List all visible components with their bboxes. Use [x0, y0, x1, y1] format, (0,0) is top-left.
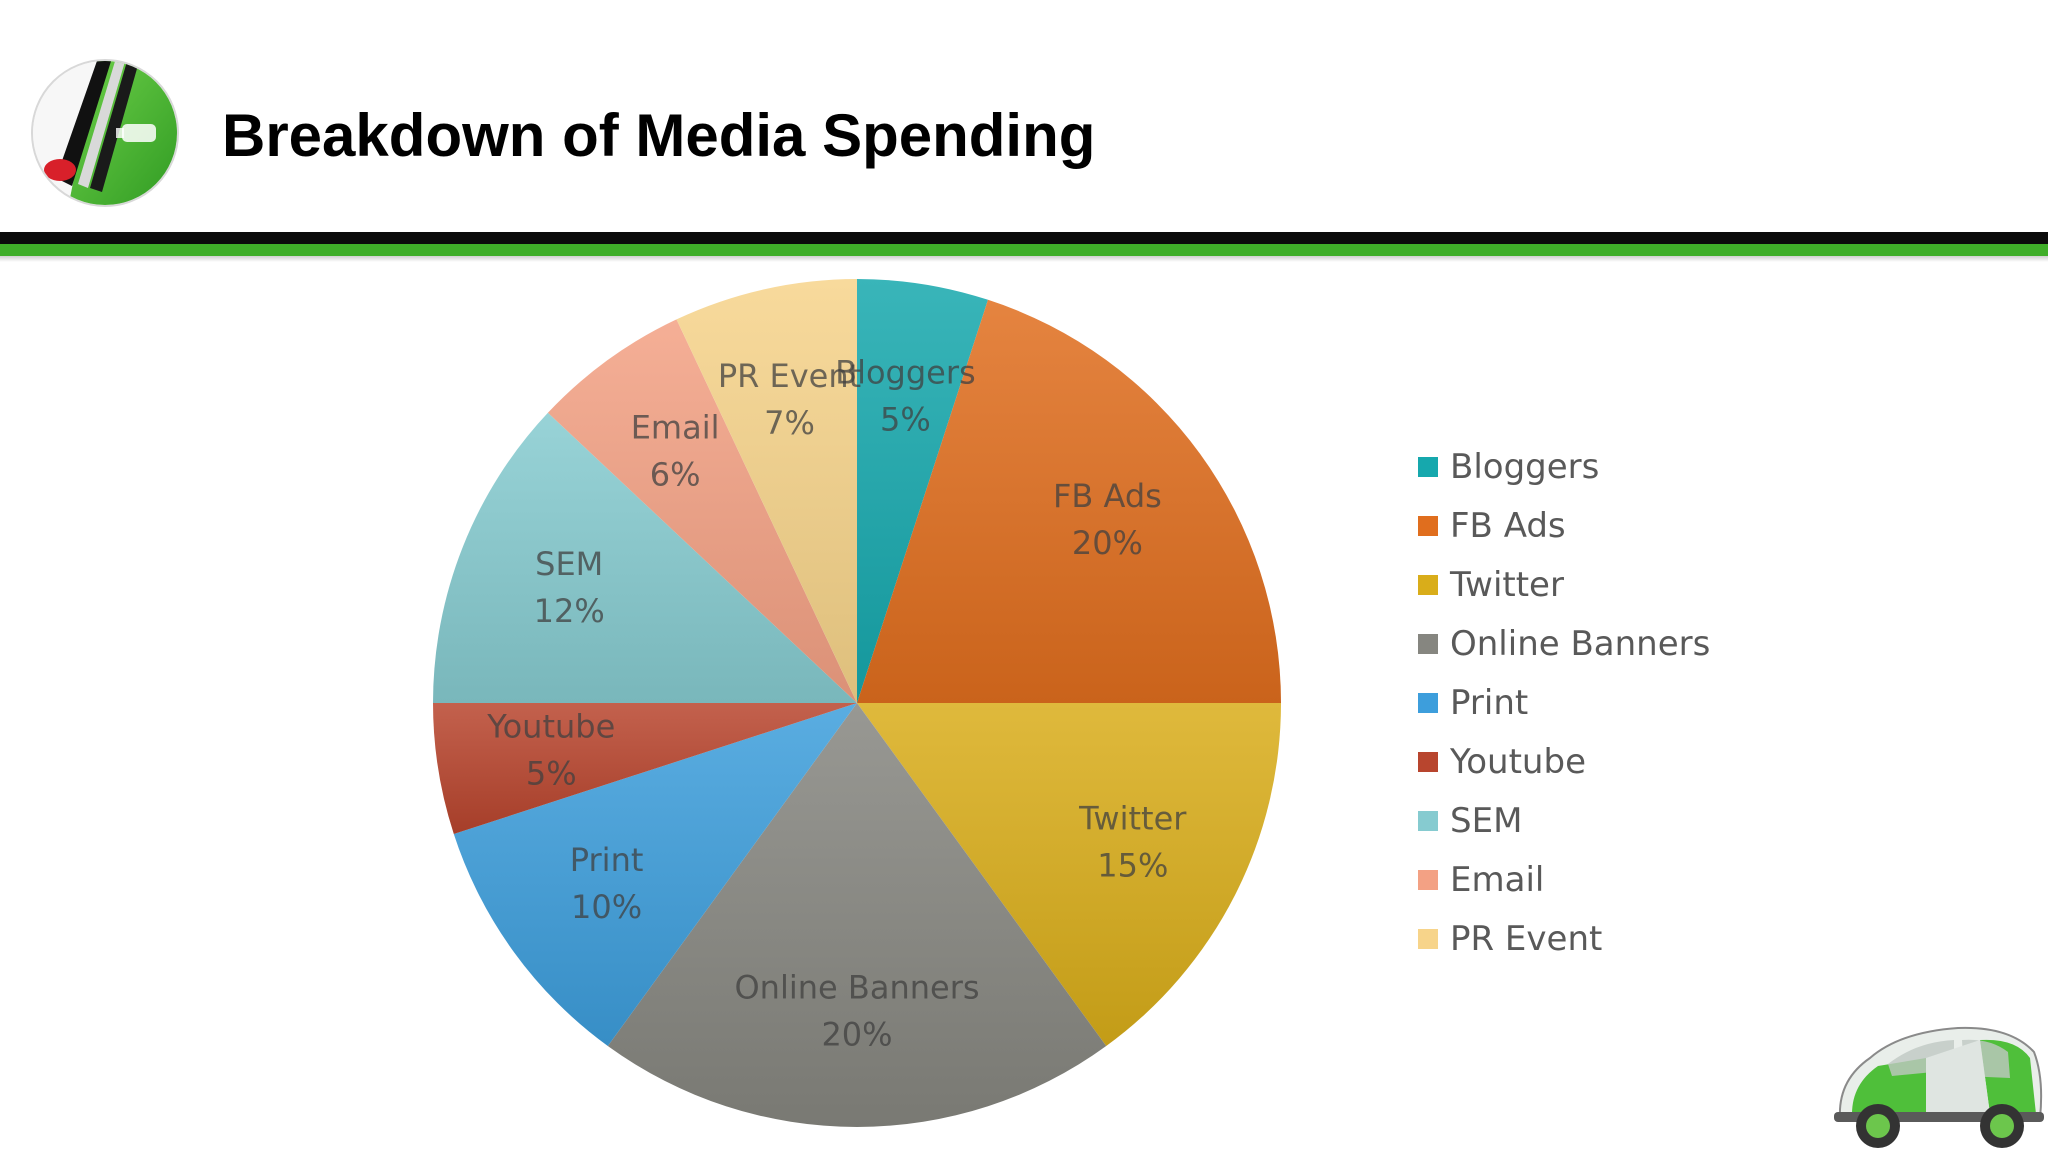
slice-category-label: FB Ads — [1053, 477, 1162, 515]
legend-item: Online Banners — [1418, 617, 1838, 676]
legend-label: FB Ads — [1450, 506, 1566, 546]
legend-label: Youtube — [1450, 742, 1586, 782]
legend-item: Bloggers — [1418, 440, 1838, 499]
slice-value-label: 15% — [1097, 847, 1168, 885]
pie-slice — [857, 299, 1281, 703]
legend-item: Youtube — [1418, 735, 1838, 794]
legend-item: FB Ads — [1418, 499, 1838, 558]
legend-item: SEM — [1418, 794, 1838, 853]
slice-value-label: 6% — [650, 456, 701, 494]
header-band-green — [0, 244, 2048, 256]
legend-label: Print — [1450, 683, 1529, 723]
legend-swatch — [1418, 516, 1438, 536]
slice-category-label: Print — [570, 841, 644, 879]
legend-swatch — [1418, 634, 1438, 654]
slide-title: Breakdown of Media Spending — [222, 102, 1096, 169]
legend-swatch — [1418, 752, 1438, 772]
legend-label: Email — [1450, 860, 1545, 900]
legend-swatch — [1418, 693, 1438, 713]
green-car-door-logo-icon — [31, 59, 179, 207]
pie-slice — [453, 703, 857, 1046]
legend-label: Bloggers — [1450, 447, 1600, 487]
slice-category-label: PR Event — [718, 357, 861, 395]
slice-value-label: 5% — [880, 400, 931, 438]
legend-swatch — [1418, 457, 1438, 477]
slice-category-label: Email — [631, 409, 720, 447]
pie-slice — [433, 703, 857, 834]
legend-swatch — [1418, 575, 1438, 595]
slice-value-label: 10% — [571, 888, 642, 926]
chart-legend: Bloggers FB Ads Twitter Online Banners Print… — [1418, 440, 1838, 971]
legend-swatch — [1418, 870, 1438, 890]
legend-label: PR Event — [1450, 919, 1603, 959]
slice-category-label: Online Banners — [734, 969, 979, 1007]
legend-item: PR Event — [1418, 912, 1838, 971]
pie-data-labels: Bloggers 5% FB Ads 20% Twitter 15% Online Bann… — [486, 353, 1187, 1053]
header-band-black — [0, 232, 2048, 244]
slice-category-label: SEM — [535, 545, 603, 583]
pie-slice — [676, 279, 857, 703]
slice-category-label: Bloggers — [835, 353, 976, 391]
legend-item: Print — [1418, 676, 1838, 735]
slice-category-label: Twitter — [1078, 800, 1187, 838]
pie-slice — [857, 279, 988, 703]
slice-value-label: 20% — [1072, 524, 1143, 562]
legend-label: Online Banners — [1450, 624, 1711, 664]
pie-slice — [857, 703, 1281, 1046]
legend-item: Email — [1418, 853, 1838, 912]
slice-value-label: 20% — [821, 1016, 892, 1054]
pie-slice — [433, 412, 857, 703]
legend-label: SEM — [1450, 801, 1523, 841]
slice-value-label: 12% — [534, 592, 605, 630]
pie-slice — [547, 319, 857, 703]
pie-slice — [607, 703, 1107, 1127]
slice-value-label: 5% — [526, 754, 577, 792]
pie-slices — [433, 279, 1281, 1127]
header-band-shadow — [0, 256, 2048, 262]
legend-swatch — [1418, 929, 1438, 949]
green-smart-car-icon — [1834, 1026, 2044, 1148]
slice-category-label: Youtube — [486, 707, 615, 745]
legend-label: Twitter — [1450, 565, 1564, 605]
slice-value-label: 7% — [764, 404, 815, 442]
legend-item: Twitter — [1418, 558, 1838, 617]
legend-swatch — [1418, 811, 1438, 831]
